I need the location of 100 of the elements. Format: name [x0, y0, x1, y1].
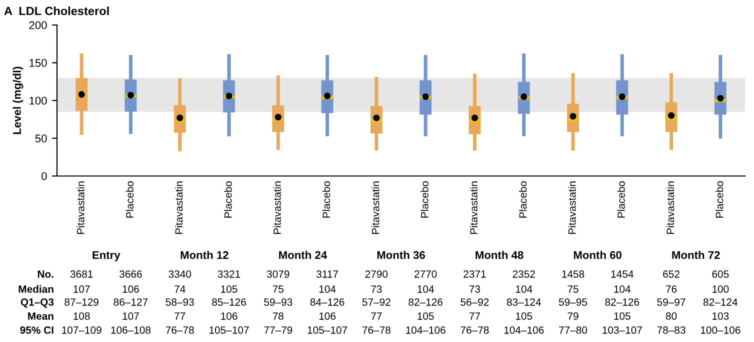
text: Median — [18, 285, 54, 293]
text: 104–106 — [406, 326, 446, 334]
y-axis-title: Level (mg/dl) — [12, 66, 24, 134]
text: 100 — [712, 285, 729, 293]
x-tick-label: Pitavastatin — [470, 182, 478, 234]
text: 84–126 — [310, 298, 344, 306]
text: 75 — [272, 286, 284, 293]
text: 652 — [663, 270, 680, 278]
text: 58–93 — [166, 298, 194, 306]
text: 106 — [221, 312, 238, 320]
text: 106 — [319, 312, 336, 320]
text: 106 — [122, 285, 139, 293]
text: 3340 — [168, 270, 192, 278]
x-tick-label: Placebo — [420, 181, 428, 218]
x-tick-label: Pitavastatin — [76, 182, 84, 234]
text: 1458 — [562, 270, 584, 278]
x-tick-label: Pitavastatin — [175, 182, 183, 234]
x-tick-label: Placebo — [716, 181, 724, 218]
x-tick-label: Placebo — [519, 181, 527, 218]
y-tick-label: 0 — [42, 172, 47, 180]
text: 74 — [174, 286, 186, 293]
text: 106–108 — [111, 326, 151, 334]
text: 107 — [74, 285, 90, 293]
text: 73 — [469, 285, 480, 293]
text: 105 — [614, 312, 630, 320]
x-tick-label: Pitavastatin — [568, 182, 576, 234]
text: 79 — [568, 312, 578, 320]
text: 87–129 — [64, 298, 98, 306]
text: Mean — [28, 312, 54, 320]
x-tick-label: Pitavastatin — [372, 182, 380, 234]
text: 104 — [516, 285, 532, 293]
text: 59–93 — [264, 298, 292, 306]
text: Month 72 — [672, 250, 720, 259]
text: 3666 — [120, 270, 142, 278]
text: 103 — [712, 312, 729, 320]
text: 77 — [174, 312, 186, 320]
text: 105 — [418, 312, 434, 320]
text: 3681 — [70, 270, 93, 278]
text: 77 — [469, 312, 480, 320]
x-tick-label: Placebo — [126, 181, 134, 218]
text: 103–107 — [602, 326, 642, 334]
text: 105 — [221, 285, 238, 293]
text: 82–126 — [408, 298, 442, 306]
text: 104 — [614, 285, 631, 293]
text: 77–79 — [264, 326, 292, 334]
text: 104 — [418, 285, 434, 293]
text: 104–106 — [504, 326, 544, 334]
text: Month 24 — [279, 250, 328, 259]
text: 82–124 — [704, 298, 738, 306]
text: Month 12 — [180, 250, 228, 259]
text: 100–106 — [700, 326, 740, 334]
text: 105–107 — [210, 326, 249, 334]
text: 2352 — [512, 270, 535, 278]
text: 3079 — [266, 270, 290, 278]
text: Month 60 — [574, 250, 622, 259]
x-tick-label: Placebo — [224, 181, 232, 218]
y-tick-label: 50 — [35, 134, 47, 142]
x-tick-label: Placebo — [617, 181, 625, 218]
text: 85–126 — [212, 298, 246, 306]
text: Entry — [92, 251, 120, 262]
text: 73 — [371, 285, 382, 293]
text: 605 — [712, 270, 729, 278]
text: 57–92 — [362, 298, 390, 306]
text: 77–80 — [559, 326, 588, 334]
text: 104 — [319, 285, 336, 293]
text: Month 36 — [377, 250, 425, 259]
text: Q1–Q3 — [20, 298, 54, 308]
text: No. — [38, 270, 54, 278]
y-tick-label: 200 — [29, 21, 47, 30]
text: 107 — [122, 312, 139, 320]
text: 59–95 — [558, 298, 588, 306]
text: 107–109 — [62, 326, 102, 334]
text: 3117 — [316, 270, 338, 278]
text: 76–78 — [362, 326, 390, 334]
text: 76–78 — [460, 326, 489, 334]
text: 83–124 — [506, 298, 541, 306]
text: 78–83 — [657, 326, 686, 334]
text: 2790 — [365, 270, 388, 278]
text: 76 — [666, 285, 677, 293]
y-tick-label: 150 — [30, 59, 47, 67]
text: 105 — [516, 312, 532, 320]
text: 75 — [568, 286, 578, 293]
text: 1454 — [611, 270, 634, 278]
text: 2371 — [464, 270, 486, 278]
x-tick-label: Pitavastatin — [273, 182, 281, 234]
text: 78 — [272, 312, 284, 320]
text: 86–127 — [114, 298, 148, 306]
text: 95% CI — [20, 326, 54, 334]
text: Month 48 — [476, 250, 524, 259]
text: 105–107 — [308, 326, 348, 334]
text: 82–126 — [605, 298, 640, 306]
x-tick-label: Placebo — [322, 181, 330, 218]
y-tick-label: 100 — [30, 96, 47, 105]
text: 76–78 — [166, 326, 194, 334]
x-tick-label: Pitavastatin — [666, 182, 674, 234]
text: 108 — [74, 312, 90, 320]
text: 56–92 — [460, 298, 489, 306]
chart-title: A LDL Cholesterol — [4, 6, 109, 16]
text: 59–97 — [657, 298, 686, 306]
text: 77 — [371, 312, 382, 320]
